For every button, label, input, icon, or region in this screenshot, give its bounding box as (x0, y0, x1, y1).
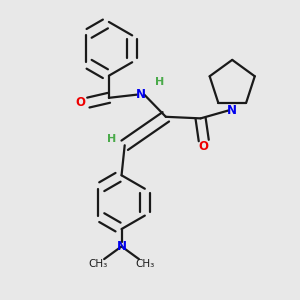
Text: H: H (155, 77, 164, 87)
Text: N: N (227, 104, 237, 117)
Text: O: O (75, 96, 85, 109)
Text: N: N (116, 240, 127, 253)
Text: H: H (107, 134, 117, 144)
Text: CH₃: CH₃ (88, 259, 107, 269)
Text: N: N (136, 88, 146, 101)
Text: O: O (199, 140, 209, 153)
Text: CH₃: CH₃ (136, 259, 155, 269)
